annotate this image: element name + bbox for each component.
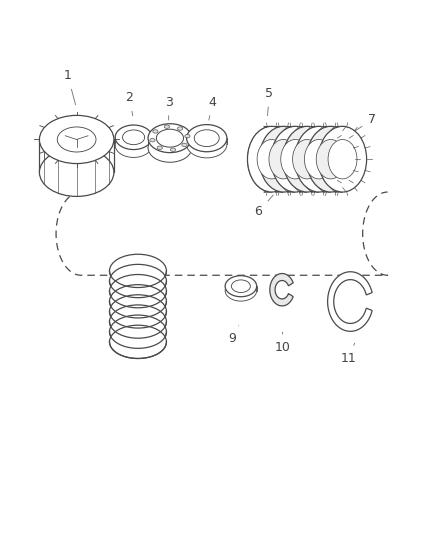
Polygon shape	[307, 126, 347, 192]
Ellipse shape	[257, 140, 286, 179]
Polygon shape	[187, 138, 227, 144]
Ellipse shape	[156, 129, 184, 147]
Polygon shape	[225, 286, 257, 290]
Ellipse shape	[110, 305, 166, 338]
Ellipse shape	[110, 315, 166, 349]
Ellipse shape	[170, 148, 176, 151]
Polygon shape	[270, 273, 293, 306]
Ellipse shape	[182, 143, 187, 147]
Ellipse shape	[153, 130, 158, 133]
Text: 10: 10	[275, 332, 290, 354]
Ellipse shape	[185, 134, 190, 138]
Ellipse shape	[110, 285, 166, 318]
Text: 9: 9	[228, 326, 239, 345]
Polygon shape	[318, 126, 359, 192]
Ellipse shape	[328, 140, 357, 179]
Ellipse shape	[194, 130, 219, 147]
Ellipse shape	[150, 139, 155, 142]
Ellipse shape	[247, 126, 296, 192]
Ellipse shape	[110, 295, 166, 328]
Polygon shape	[115, 138, 152, 145]
Polygon shape	[295, 126, 335, 192]
Text: 8: 8	[125, 314, 140, 336]
Ellipse shape	[304, 140, 333, 179]
Text: 1: 1	[64, 69, 76, 105]
Text: 2: 2	[125, 91, 133, 116]
Ellipse shape	[123, 130, 145, 144]
Polygon shape	[259, 126, 300, 192]
Ellipse shape	[187, 125, 227, 152]
Text: 3: 3	[165, 96, 173, 120]
Ellipse shape	[316, 140, 345, 179]
Ellipse shape	[225, 276, 257, 297]
Ellipse shape	[115, 125, 152, 150]
Ellipse shape	[39, 148, 114, 197]
Ellipse shape	[157, 146, 162, 149]
Text: 6: 6	[254, 195, 273, 218]
Ellipse shape	[57, 127, 96, 152]
Polygon shape	[328, 272, 372, 332]
Ellipse shape	[110, 325, 166, 359]
Ellipse shape	[231, 280, 251, 293]
Ellipse shape	[148, 124, 192, 152]
Text: 11: 11	[340, 343, 356, 365]
Polygon shape	[247, 126, 288, 192]
Ellipse shape	[115, 133, 152, 157]
Text: 5: 5	[265, 87, 273, 116]
Text: 7: 7	[345, 114, 376, 137]
Ellipse shape	[39, 115, 114, 164]
Ellipse shape	[269, 140, 298, 179]
Ellipse shape	[148, 133, 192, 162]
Ellipse shape	[164, 125, 170, 128]
Polygon shape	[148, 138, 192, 148]
Ellipse shape	[110, 254, 166, 287]
Ellipse shape	[307, 126, 355, 192]
Polygon shape	[271, 126, 311, 192]
Ellipse shape	[177, 127, 183, 130]
Polygon shape	[283, 126, 323, 192]
Ellipse shape	[259, 126, 307, 192]
Text: 4: 4	[208, 96, 216, 120]
Ellipse shape	[187, 131, 227, 158]
Ellipse shape	[110, 274, 166, 308]
Ellipse shape	[318, 126, 367, 192]
Ellipse shape	[283, 126, 331, 192]
Ellipse shape	[225, 280, 257, 301]
Ellipse shape	[271, 126, 319, 192]
Polygon shape	[39, 140, 114, 172]
Ellipse shape	[293, 140, 321, 179]
Ellipse shape	[295, 126, 343, 192]
Ellipse shape	[281, 140, 310, 179]
Ellipse shape	[110, 264, 166, 297]
